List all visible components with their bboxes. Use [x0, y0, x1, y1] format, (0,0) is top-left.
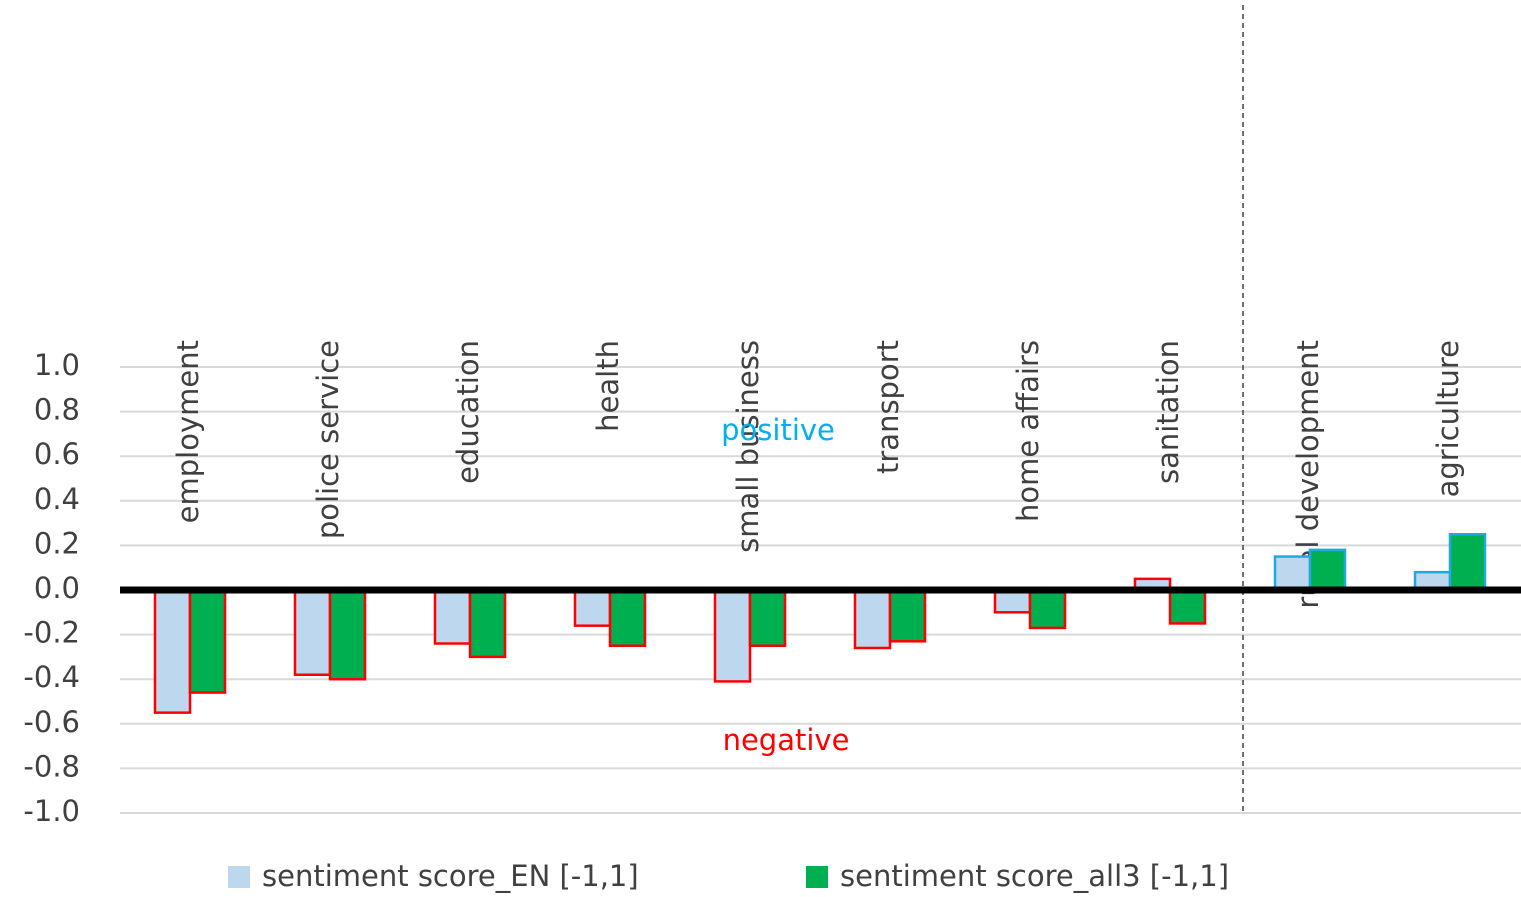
bar	[608, 588, 647, 647]
y-tick-label: 0.2	[34, 526, 80, 560]
bar	[153, 588, 192, 714]
bar	[468, 588, 507, 659]
annotation: negative	[723, 723, 850, 757]
y-tick-label: 1.0	[34, 348, 80, 382]
y-tick-label: -0.8	[23, 749, 80, 783]
legend-label: sentiment score_EN [-1,1]	[262, 859, 639, 893]
y-tick-label: 0.6	[34, 437, 80, 471]
bar	[1308, 548, 1347, 592]
y-tick-label: -0.6	[23, 705, 80, 739]
y-tick-label: 0.4	[34, 482, 80, 516]
bar	[713, 588, 752, 683]
x-tick-label: health	[591, 340, 625, 432]
bar	[188, 588, 227, 694]
bar	[1028, 588, 1067, 630]
x-tick-label: education	[451, 340, 485, 484]
bar	[853, 588, 892, 650]
annotation: positive	[721, 413, 835, 447]
legend-label: sentiment score_all3 [-1,1]	[840, 859, 1229, 893]
bar	[433, 588, 472, 645]
bar	[293, 588, 332, 676]
y-tick-label: -1.0	[23, 794, 80, 828]
bar	[573, 588, 612, 627]
bar	[1448, 533, 1487, 592]
x-tick-label: employment	[171, 340, 205, 523]
y-tick-label: -0.4	[23, 660, 80, 694]
x-tick-label: agriculture	[1431, 340, 1465, 497]
y-tick-label: 0.0	[34, 571, 80, 605]
legend-swatch	[806, 866, 828, 888]
x-tick-label: transport	[871, 340, 905, 474]
y-tick-label: 0.8	[34, 393, 80, 427]
bar	[748, 588, 787, 647]
bar	[1168, 588, 1207, 625]
bar	[1273, 555, 1312, 592]
x-tick-label: home affairs	[1011, 340, 1045, 522]
legend-swatch	[228, 866, 250, 888]
bar	[888, 588, 927, 643]
x-tick-label: small business	[731, 340, 765, 553]
y-tick-label: -0.2	[23, 616, 80, 650]
x-tick-label: police service	[311, 340, 345, 539]
bar	[328, 588, 367, 681]
x-tick-label: sanitation	[1151, 340, 1185, 484]
